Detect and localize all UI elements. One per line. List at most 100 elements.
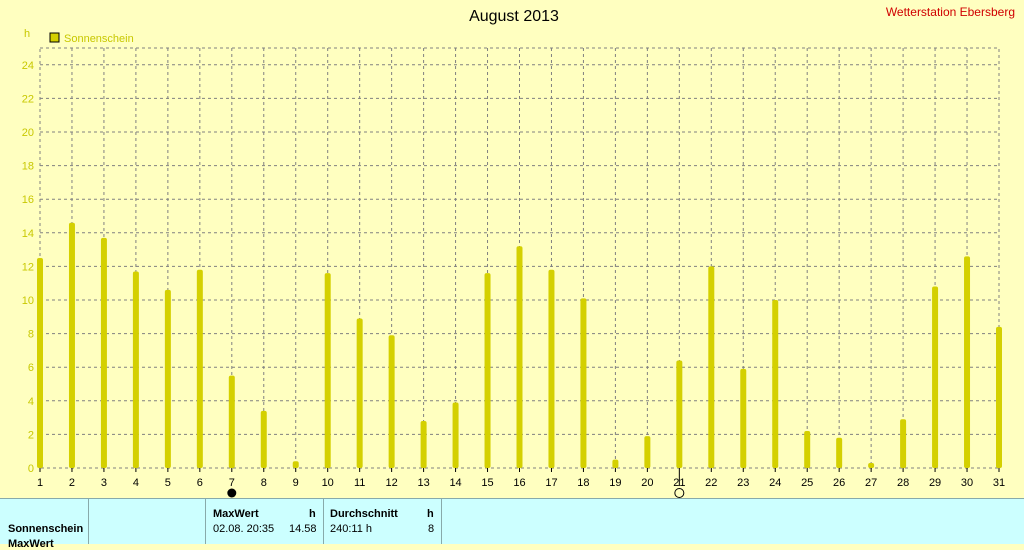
stats-row-label-next: MaxWert [8,538,54,550]
chart-background [0,0,1024,498]
x-tick-label: 29 [929,477,941,489]
x-tick-label: 22 [705,477,717,489]
x-tick-label: 23 [737,477,749,489]
stats-max-header: MaxWert [213,508,259,520]
bar [37,258,43,468]
x-tick-label: 14 [449,477,461,489]
x-tick-label: 30 [961,477,973,489]
stats-avg-header: Durchschnitt [330,508,398,520]
x-tick-label: 19 [609,477,621,489]
stats-empty-column [89,499,206,544]
bar [868,462,875,468]
bar [516,246,523,468]
y-tick-label: 22 [22,93,34,105]
bars [37,222,1002,468]
stats-avg-value: 8 [428,523,435,535]
y-tick-label: 8 [28,329,34,341]
x-tick-label: 4 [133,477,139,489]
bar [612,459,619,468]
bar [804,431,811,468]
y-tick-label: 14 [22,228,34,240]
stats-label-column: Sonnenschein MaxWert [0,499,89,550]
bar [132,271,139,468]
x-tick-label: 24 [769,477,781,489]
bar [676,360,683,468]
chart-title: August 2013 [469,8,559,25]
bar [548,269,555,468]
x-tick-label: 31 [993,477,1005,489]
moon-full-icon [674,488,685,498]
x-tick-label: 10 [322,477,334,489]
legend-label: Sonnenschein [64,33,134,45]
bar [68,222,75,468]
bar [356,318,363,468]
y-axis-unit: h [24,28,30,40]
x-tick-label: 5 [165,477,171,489]
moon-new-icon [227,488,237,498]
x-tick-label: 7 [229,477,235,489]
y-tick-label: 4 [28,396,34,408]
x-tick-label: 11 [354,477,365,489]
bar [388,335,395,468]
y-tick-label: 6 [28,362,34,374]
bar [740,368,747,468]
bar [932,286,939,468]
stats-max-datetime: 02.08. 20:35 [213,523,275,535]
bar [228,375,235,468]
bar [292,461,299,468]
x-tick-label: 2 [69,477,75,489]
y-tick-label: 16 [22,194,34,206]
bar [452,402,459,468]
x-tick-label: 9 [293,477,299,489]
x-tick-label: 17 [545,477,557,489]
x-axis: 1 2 3 4 5 6 7 8 9 10 11 12 13 14 15 16 17 18 19 20 21 22 23 24 2… [37,468,1005,489]
y-tick-label: 2 [28,429,34,441]
x-tick-label: 15 [481,477,493,489]
markers [227,472,685,498]
x-tick-label: 8 [261,477,267,489]
bar [644,436,651,468]
bar [708,266,715,468]
x-tick-label: 25 [801,477,813,489]
y-tick-label: 18 [22,161,34,173]
x-tick-label: 1 [37,477,43,489]
bar [484,273,491,468]
x-tick-label: 3 [101,477,107,489]
bar [100,237,107,468]
bar [260,410,267,468]
x-tick-label: 6 [197,477,203,489]
x-tick-label: 16 [513,477,525,489]
stats-max-value: 14.58 [289,523,317,535]
x-tick-label: 20 [641,477,653,489]
station-name: Wetterstation Ebersberg [886,5,1015,19]
x-tick-label: 26 [833,477,845,489]
stats-avg-total: 240:11 h [330,523,373,535]
bar [996,326,1002,468]
y-tick-label: 24 [22,60,34,72]
y-tick-label: 12 [22,261,34,273]
bar [964,256,971,468]
stats-max-unit: h [309,508,316,520]
bar [420,420,427,468]
x-tick-label: 18 [577,477,589,489]
y-tick-label: 0 [28,463,34,475]
x-tick-label: 27 [865,477,877,489]
bar [772,300,779,468]
bar [580,298,587,468]
x-tick-label: 13 [417,477,429,489]
stats-max-column: MaxWert h 02.08. 20:35 14.58 [206,499,324,544]
stats-avg-unit: h [427,508,434,520]
legend-swatch [49,32,60,43]
x-tick-label: 12 [386,477,398,489]
stats-panel: Sonnenschein MaxWert MaxWert h 02.08. 20… [0,498,1024,550]
bar [196,269,203,468]
bar [836,437,843,468]
x-tick-label: 28 [897,477,909,489]
stats-row-label: Sonnenschein [8,523,84,535]
stats-avg-column: Durchschnitt h 240:11 h 8 [324,499,442,544]
y-tick-label: 10 [22,295,34,307]
bar [900,419,907,468]
bar [324,273,331,468]
